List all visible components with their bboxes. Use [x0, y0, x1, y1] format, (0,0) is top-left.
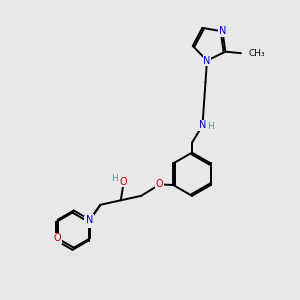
Text: N: N: [203, 56, 211, 66]
Text: N: N: [219, 26, 226, 36]
Text: O: O: [120, 177, 127, 187]
Text: N: N: [85, 217, 92, 227]
Text: N: N: [199, 120, 206, 130]
Text: CH₃: CH₃: [248, 49, 265, 58]
Text: O: O: [156, 179, 164, 189]
Text: O: O: [54, 233, 61, 243]
Text: N: N: [86, 215, 94, 225]
Text: N: N: [86, 215, 94, 225]
Text: O: O: [52, 236, 60, 245]
Text: H: H: [111, 174, 118, 183]
Text: H: H: [208, 122, 214, 131]
